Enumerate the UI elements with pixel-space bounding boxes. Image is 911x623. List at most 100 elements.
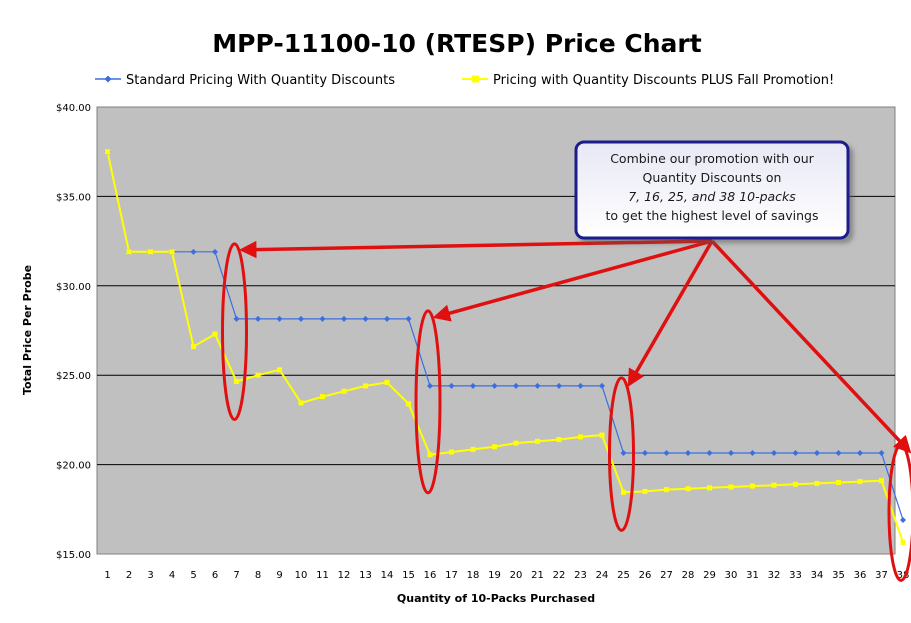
data-point-standard xyxy=(190,248,197,255)
data-point-standard xyxy=(900,517,906,524)
data-point-standard xyxy=(233,315,240,322)
arrow-to-16 xyxy=(432,239,713,322)
data-point-promo xyxy=(535,438,540,444)
data-point-standard xyxy=(792,449,799,456)
data-point-standard xyxy=(599,382,605,389)
data-point-standard xyxy=(470,382,476,389)
series-line-promo xyxy=(106,151,904,543)
data-point-promo xyxy=(685,486,691,492)
data-point-promo xyxy=(857,479,863,485)
x-axis-title: Quantity of 10-Packs Purchased xyxy=(397,592,595,605)
data-point-standard xyxy=(771,449,777,456)
x-tick-label: 7 xyxy=(233,570,239,581)
data-point-promo xyxy=(105,149,110,155)
callout-frame xyxy=(574,140,850,240)
data-point-promo xyxy=(298,400,304,406)
data-point-promo xyxy=(814,480,820,486)
x-tick-label: 31 xyxy=(746,570,759,581)
data-point-standard xyxy=(534,382,541,389)
data-point-promo xyxy=(793,481,798,487)
data-point-promo xyxy=(406,401,411,407)
data-point-promo xyxy=(277,367,282,373)
data-point-promo xyxy=(728,484,734,490)
highlight-ellipse-16 xyxy=(414,309,442,495)
data-point-standard xyxy=(835,449,842,456)
data-point-standard xyxy=(620,449,627,456)
series-markers xyxy=(104,148,906,545)
data-point-standard xyxy=(814,449,820,456)
data-point-standard xyxy=(706,449,713,456)
data-point-promo xyxy=(449,449,454,455)
legend-marker-standard xyxy=(104,75,112,83)
data-point-promo xyxy=(750,483,755,489)
data-point-promo xyxy=(900,539,906,545)
arrow-to-7 xyxy=(239,239,713,259)
x-tick-label: 36 xyxy=(854,570,867,581)
callout-box: Combine our promotion with our Quantity … xyxy=(574,140,850,240)
x-tick-label: 10 xyxy=(295,570,308,581)
y-tick-label: $35.00 xyxy=(56,192,91,203)
chart-title: MPP-11100-10 (RTESP) Price Chart xyxy=(212,29,701,58)
highlight-ellipse-25 xyxy=(608,376,635,532)
x-tick-label: 11 xyxy=(316,570,329,581)
x-tick-label: 14 xyxy=(381,570,394,581)
data-point-promo xyxy=(879,478,884,484)
y-axis-title: Total Price Per Probe xyxy=(21,265,34,395)
x-tick-label: 2 xyxy=(126,570,132,581)
legend: Standard Pricing With Quantity Discounts… xyxy=(95,73,834,88)
data-point-promo xyxy=(578,434,583,440)
data-point-promo xyxy=(642,488,648,494)
data-point-standard xyxy=(685,449,691,456)
x-tick-label: 22 xyxy=(553,570,566,581)
x-tick-label: 24 xyxy=(596,570,609,581)
x-tick-label: 5 xyxy=(190,570,196,581)
data-point-standard xyxy=(276,315,283,322)
data-point-promo xyxy=(599,432,605,438)
x-tick-label: 1 xyxy=(104,570,110,581)
data-point-standard xyxy=(857,449,863,456)
data-point-standard xyxy=(319,315,326,322)
x-tick-label: 29 xyxy=(703,570,716,581)
data-point-promo xyxy=(556,437,562,443)
data-point-promo xyxy=(771,482,777,488)
series-lines xyxy=(106,151,904,543)
data-point-standard xyxy=(384,315,390,322)
x-tick-label: 34 xyxy=(811,570,824,581)
callout-line-3: 7, 16, 25, and 38 10-packs xyxy=(628,189,796,204)
data-point-promo xyxy=(191,344,196,350)
data-point-standard xyxy=(491,382,498,389)
data-point-promo xyxy=(513,440,519,446)
y-tick-label: $40.00 xyxy=(56,103,91,114)
x-tick-label: 23 xyxy=(574,570,587,581)
data-point-standard xyxy=(749,449,756,456)
data-point-standard xyxy=(212,248,218,255)
x-tick-label: 35 xyxy=(832,570,845,581)
data-point-standard xyxy=(448,382,455,389)
y-tick-label: $15.00 xyxy=(56,550,91,561)
x-tick-label: 17 xyxy=(445,570,458,581)
data-point-standard xyxy=(341,315,347,322)
x-tick-label: 3 xyxy=(147,570,153,581)
x-tick-label: 15 xyxy=(402,570,415,581)
data-point-promo xyxy=(384,379,390,385)
x-tick-label: 13 xyxy=(359,570,372,581)
data-point-promo xyxy=(664,487,669,493)
data-point-promo xyxy=(320,394,325,400)
y-tick-label: $30.00 xyxy=(56,282,91,293)
data-point-promo xyxy=(126,249,132,255)
data-point-promo xyxy=(341,388,347,394)
x-tick-label: 18 xyxy=(467,570,480,581)
callout-line-4: to get the highest level of savings xyxy=(606,208,819,223)
x-tick-label: 33 xyxy=(789,570,802,581)
data-point-promo xyxy=(621,489,626,495)
x-tick-label: 27 xyxy=(660,570,673,581)
x-tick-label: 16 xyxy=(424,570,437,581)
x-tick-label: 26 xyxy=(639,570,652,581)
x-tick-label: 4 xyxy=(169,570,175,581)
data-point-promo xyxy=(470,446,476,452)
x-tick-label: 21 xyxy=(531,570,544,581)
data-point-standard xyxy=(878,449,885,456)
data-point-standard xyxy=(427,382,433,389)
y-tick-label: $20.00 xyxy=(56,461,91,472)
